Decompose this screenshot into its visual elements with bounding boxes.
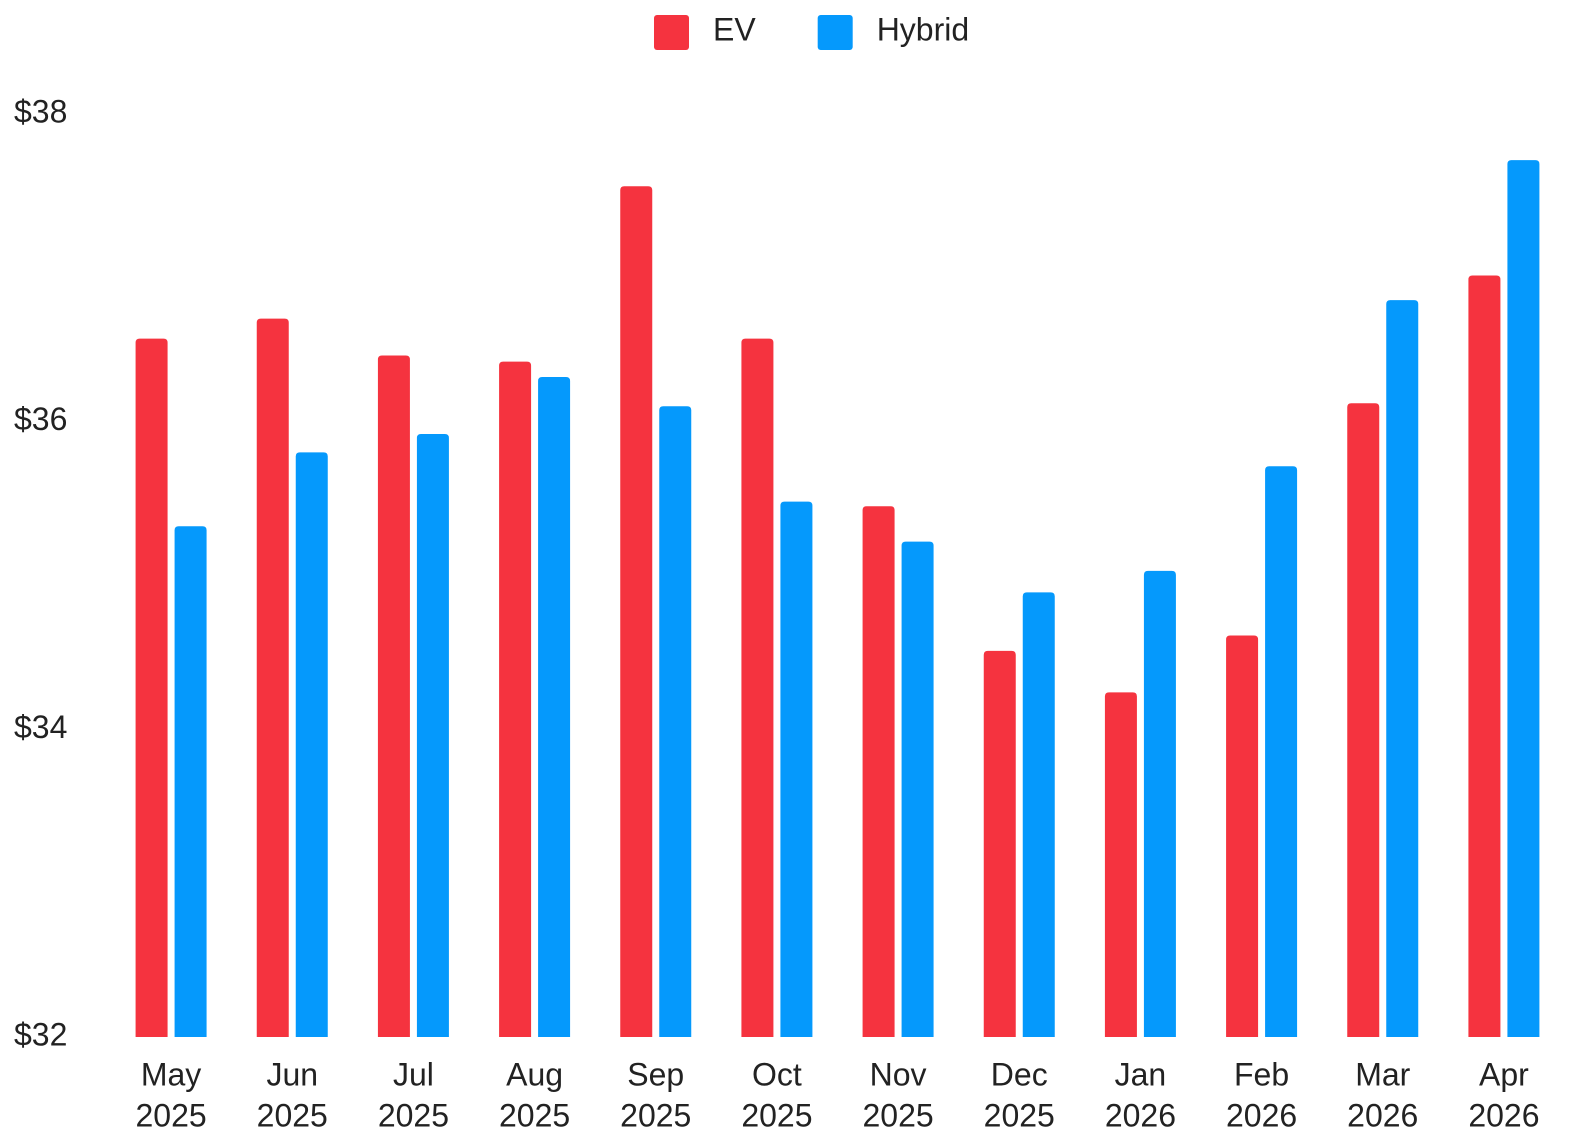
x-tick-label: 2025 <box>499 1097 570 1133</box>
bar <box>780 501 813 1037</box>
y-tick-label: $34 <box>14 709 67 745</box>
bar <box>377 355 410 1038</box>
x-tick-label: Apr <box>1479 1056 1529 1092</box>
x-tick-label: 2025 <box>257 1097 328 1133</box>
legend-label: EV <box>713 11 756 47</box>
x-tick-label: 2025 <box>984 1097 1055 1133</box>
legend-label: Hybrid <box>877 11 969 47</box>
bar <box>1507 160 1540 1037</box>
x-tick-label: 2025 <box>741 1097 812 1133</box>
x-tick-label: Nov <box>870 1056 927 1092</box>
bar <box>1347 403 1380 1037</box>
x-tick-label: Sep <box>627 1056 684 1092</box>
x-tick-label: Mar <box>1355 1056 1410 1092</box>
x-tick-label: 2026 <box>1105 1097 1176 1133</box>
y-tick-label: $38 <box>14 93 67 129</box>
bar <box>135 338 168 1037</box>
x-tick-label: Oct <box>752 1056 802 1092</box>
bar <box>741 338 774 1037</box>
y-tick-label: $32 <box>14 1016 67 1052</box>
x-tick-label: 2026 <box>1468 1097 1539 1133</box>
bar <box>1386 300 1419 1038</box>
x-tick-label: Jun <box>266 1056 318 1092</box>
bar <box>1226 635 1259 1037</box>
x-tick-label: 2025 <box>862 1097 933 1133</box>
y-tick-label: $36 <box>14 401 67 437</box>
x-tick-label: 2026 <box>1226 1097 1297 1133</box>
bar <box>538 377 571 1037</box>
x-tick-label: May <box>141 1056 201 1092</box>
bar <box>659 406 692 1037</box>
bar <box>256 318 289 1037</box>
bar <box>1022 592 1055 1037</box>
bar <box>174 526 207 1037</box>
x-tick-label: 2026 <box>1347 1097 1418 1133</box>
bar <box>620 186 653 1038</box>
legend-swatch <box>817 15 853 50</box>
legend-swatch <box>654 15 689 50</box>
x-tick-label: Aug <box>506 1056 563 1092</box>
bar <box>416 433 449 1037</box>
bar <box>1265 466 1298 1037</box>
x-tick-label: Feb <box>1234 1056 1289 1092</box>
bar <box>1143 570 1176 1037</box>
bar <box>983 650 1016 1037</box>
x-tick-label: 2025 <box>620 1097 691 1133</box>
x-tick-label: 2025 <box>135 1097 206 1133</box>
x-tick-label: Jan <box>1115 1056 1167 1092</box>
bar <box>901 541 934 1037</box>
bar <box>862 506 895 1037</box>
x-tick-label: 2025 <box>378 1097 449 1133</box>
bar <box>1468 275 1501 1037</box>
bar <box>499 361 532 1038</box>
x-tick-label: Dec <box>991 1056 1048 1092</box>
bar <box>295 452 328 1037</box>
x-tick-label: Jul <box>393 1056 434 1092</box>
bar <box>1104 692 1137 1037</box>
